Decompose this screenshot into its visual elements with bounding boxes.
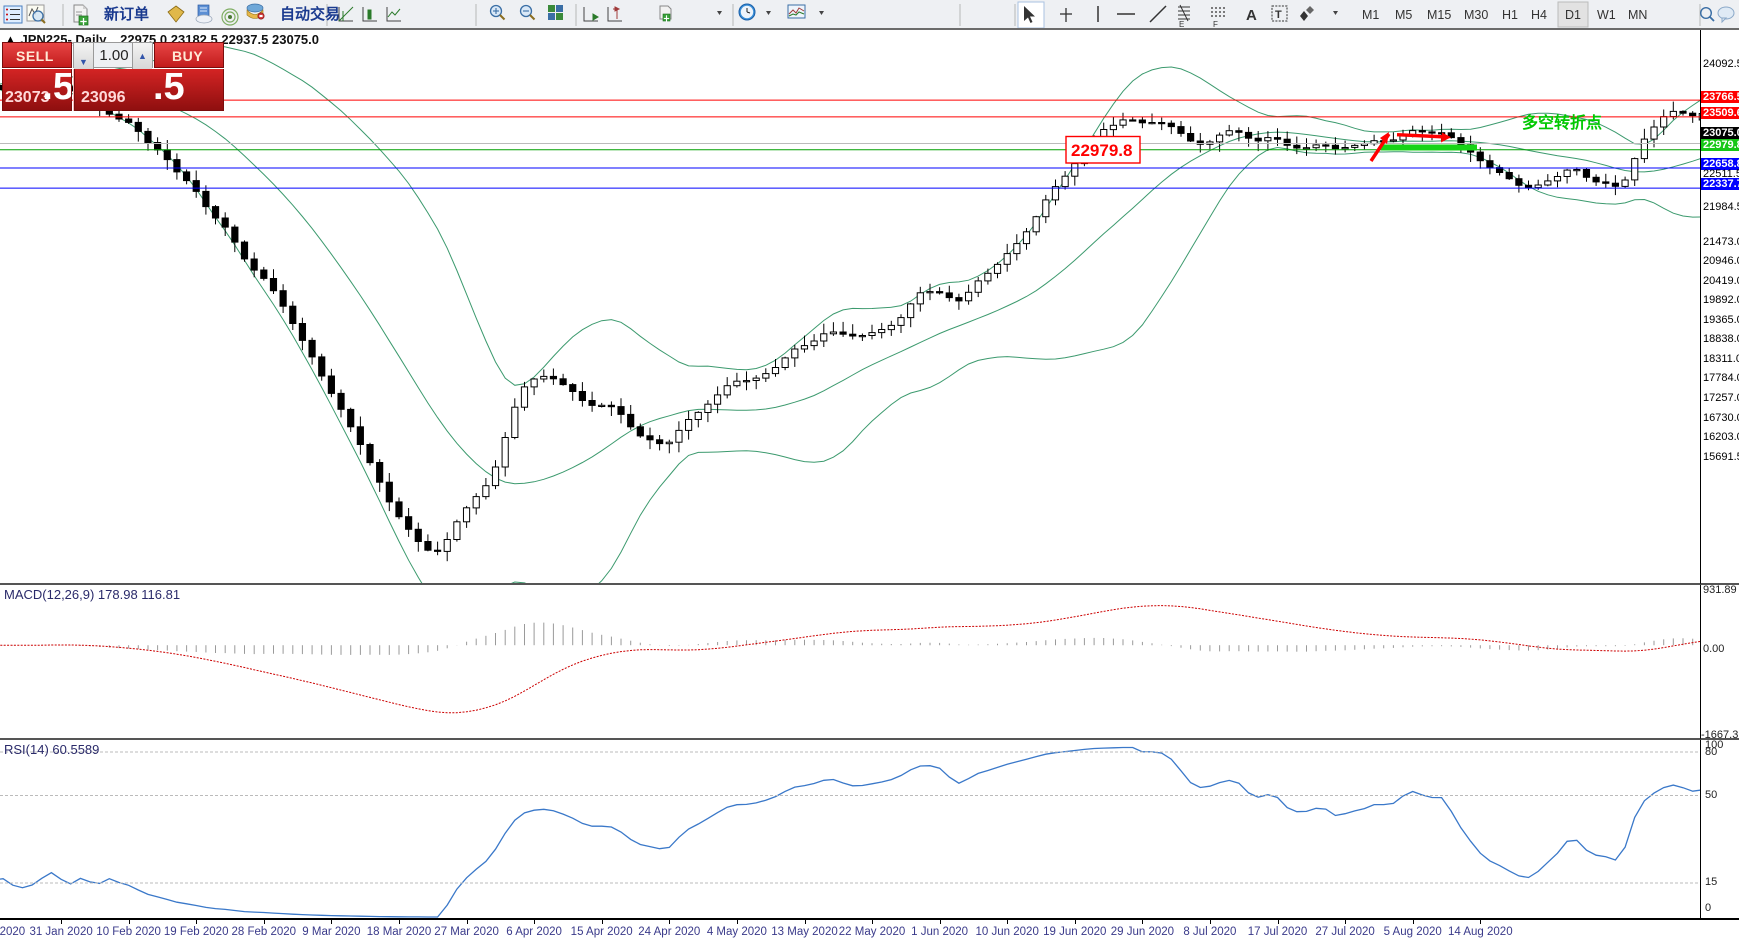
svg-text:F: F [1213, 20, 1218, 29]
svg-text:H4: H4 [1531, 8, 1547, 22]
svg-text:T: T [1275, 9, 1282, 21]
svg-text:D1: D1 [1565, 8, 1581, 22]
svg-text:22979.8: 22979.8 [1071, 141, 1132, 160]
svg-text:自动交易: 自动交易 [280, 5, 340, 23]
svg-text:M15: M15 [1427, 8, 1451, 22]
svg-text:M30: M30 [1464, 8, 1488, 22]
svg-text:MN: MN [1628, 8, 1647, 22]
svg-text:E: E [1179, 20, 1184, 29]
svg-text:W1: W1 [1597, 8, 1616, 22]
svg-text:多空转折点: 多空转折点 [1522, 113, 1602, 132]
svg-text:M1: M1 [1362, 8, 1379, 22]
svg-text:A: A [1246, 7, 1257, 24]
svg-text:M5: M5 [1395, 8, 1412, 22]
svg-text:H1: H1 [1502, 8, 1518, 22]
svg-text:新订单: 新订单 [104, 5, 149, 23]
